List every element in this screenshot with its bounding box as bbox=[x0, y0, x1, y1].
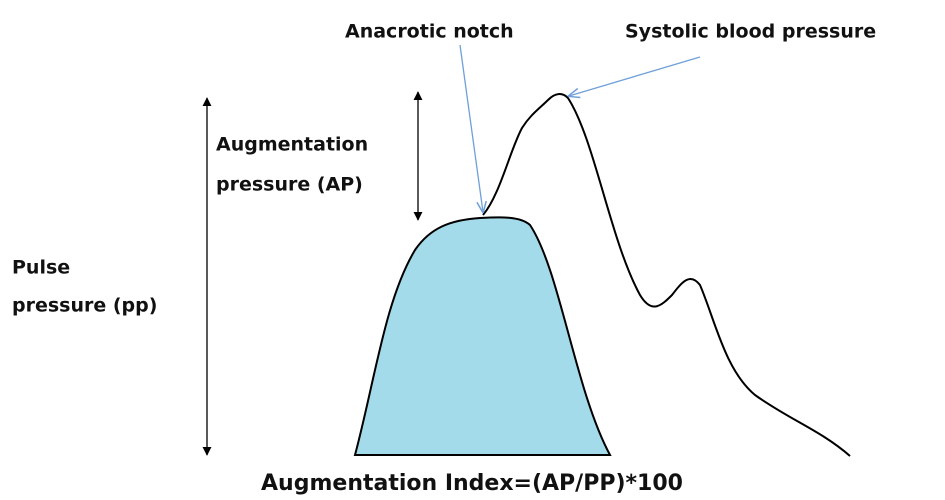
ap-label: pressure (AP) bbox=[216, 174, 363, 196]
pp-label: Pulse bbox=[12, 257, 70, 279]
notch-pointer bbox=[459, 44, 483, 212]
formula: Augmentation Index=(AP/PP)*100 bbox=[261, 471, 683, 496]
ap-label: Augmentation bbox=[216, 134, 368, 156]
pressure-waveform bbox=[482, 93, 851, 457]
notch-label: Anacrotic notch bbox=[345, 21, 514, 43]
systolic-label: Systolic blood pressure bbox=[625, 21, 876, 43]
pp-label: pressure (pp) bbox=[12, 295, 157, 317]
incident-wave bbox=[353, 216, 612, 456]
systolic-pointer bbox=[569, 56, 701, 96]
